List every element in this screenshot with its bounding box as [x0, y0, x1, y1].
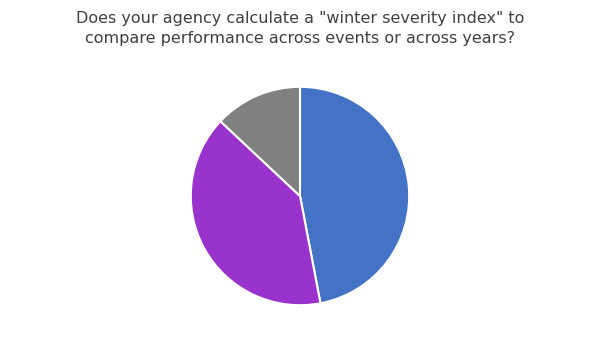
- Wedge shape: [300, 87, 409, 303]
- Wedge shape: [191, 121, 320, 305]
- Title: Does your agency calculate a "winter severity index" to
compare performance acro: Does your agency calculate a "winter sev…: [76, 11, 524, 46]
- Wedge shape: [220, 87, 300, 196]
